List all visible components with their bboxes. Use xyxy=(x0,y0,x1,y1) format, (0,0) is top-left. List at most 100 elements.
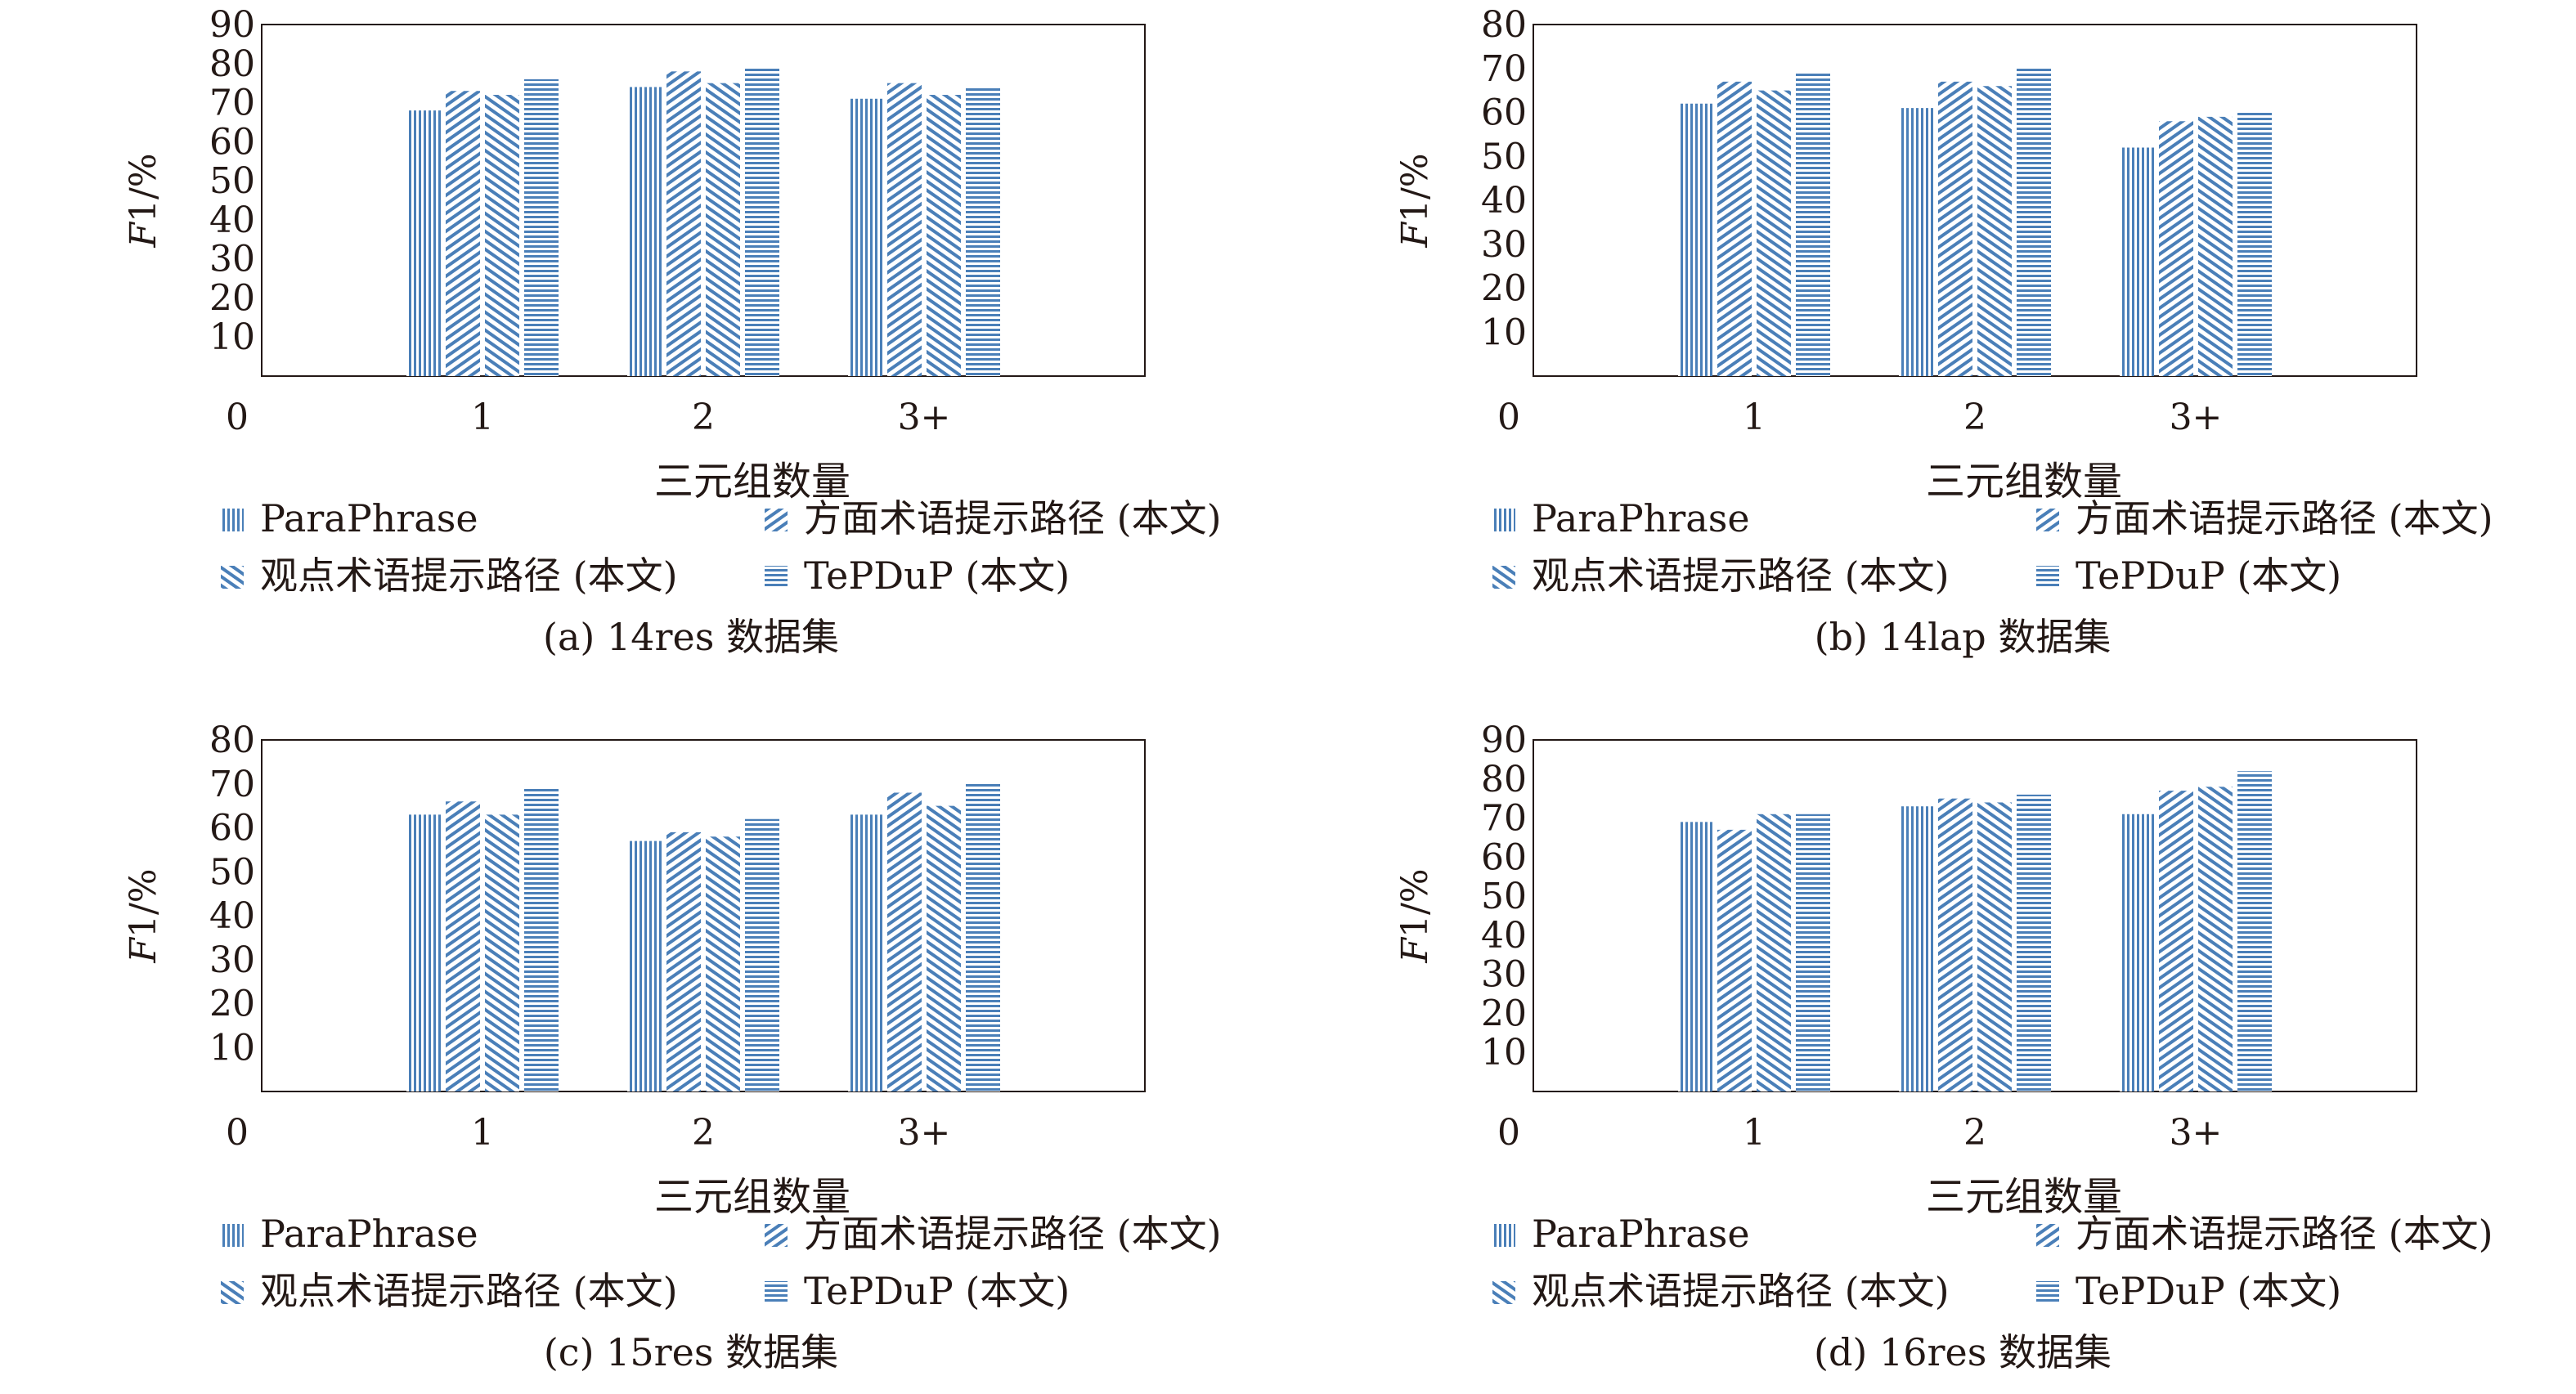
chart-panel-d: 10 20 30 40 50 60 70 80 90 0 1 2 3+ F1/% 三元组数量 ParaPhra… xyxy=(1288,715,2515,1394)
x-tick-label: 3+ xyxy=(2170,1112,2223,1154)
x-tick-label: 1 xyxy=(1743,397,1766,438)
bar-diagonal-down-lines xyxy=(1938,81,1972,376)
bar-horizontal-lines xyxy=(2237,112,2272,376)
x-tick-label: 3+ xyxy=(898,397,951,438)
bar-diagonal-down-lines xyxy=(1717,829,1752,1091)
bar-vertical-lines xyxy=(1678,822,1712,1091)
y-tick-label: 50 xyxy=(209,160,255,202)
y-tick-label: 30 xyxy=(1481,224,1527,266)
legend-label: TePDuP (本文) xyxy=(2076,554,2341,598)
y-tick-label: 80 xyxy=(1481,4,1527,46)
y-tick-label: 20 xyxy=(1481,993,1527,1034)
bar-diagonal-up-lines xyxy=(2198,787,2233,1091)
bar-diagonal-down-lines xyxy=(887,83,922,377)
y-tick-label: 20 xyxy=(1481,268,1527,310)
legend-swatch-horizontal-lines xyxy=(765,1281,788,1304)
legend-label: ParaPhrase xyxy=(1532,496,1750,540)
y-tick-label: 40 xyxy=(209,895,255,937)
y-tick-label: 60 xyxy=(209,121,255,163)
y-tick-label: 40 xyxy=(1481,180,1527,222)
bar-horizontal-lines xyxy=(745,818,779,1091)
x-tick-label: 0 xyxy=(226,397,249,438)
chart-panel-a: 10 20 30 40 50 60 70 80 90 0 1 2 3+ F1/% 三元组数量 ParaPhra… xyxy=(16,0,1243,679)
legend-swatch-horizontal-lines xyxy=(2036,566,2059,589)
y-tick-label: 40 xyxy=(1481,915,1527,957)
y-tick-label: 60 xyxy=(1481,836,1527,878)
x-tick-label: 2 xyxy=(1963,397,1986,438)
x-tick-label: 0 xyxy=(1497,1112,1520,1154)
y-tick-label: 70 xyxy=(1481,48,1527,90)
legend-swatch-diagonal-down-lines xyxy=(2036,509,2059,531)
y-tick-label: 70 xyxy=(209,83,255,124)
bar-diagonal-up-lines xyxy=(1977,86,2012,376)
legend-swatch-diagonal-down-lines xyxy=(765,1224,788,1247)
bar-horizontal-lines xyxy=(524,788,559,1091)
y-tick-label: 50 xyxy=(1481,136,1527,177)
legend-label: 方面术语提示路径 (本文) xyxy=(2076,1212,2493,1256)
bar-diagonal-down-lines xyxy=(2159,121,2193,376)
bar-diagonal-up-lines xyxy=(1757,90,1791,376)
chart-panel-c: 10 20 30 40 50 60 70 80 0 1 2 3+ F1/% 三元组数量 ParaPhrase… xyxy=(16,715,1243,1394)
bar-diagonal-down-lines xyxy=(1717,81,1752,376)
bar-vertical-lines xyxy=(406,110,441,376)
x-tick-label: 1 xyxy=(1743,1112,1766,1154)
bar-diagonal-up-lines xyxy=(706,83,740,377)
legend-swatch-vertical-lines xyxy=(221,509,244,531)
chart-panel-b: 10 20 30 40 50 60 70 80 0 1 2 3+ F1/% 三元组数量 ParaPhrase… xyxy=(1288,0,2515,679)
legend-swatch-diagonal-up-lines xyxy=(1492,566,1515,589)
x-tick-label: 3+ xyxy=(898,1112,951,1154)
bar-vertical-lines xyxy=(1899,108,1933,376)
bar-diagonal-up-lines xyxy=(1977,802,2012,1091)
figure-caption: (b) 14lap 数据集 xyxy=(1815,615,2112,659)
bar-diagonal-up-lines xyxy=(485,814,519,1091)
legend-swatch-diagonal-down-lines xyxy=(765,509,788,531)
x-tick-label: 3+ xyxy=(2170,397,2223,438)
bar-horizontal-lines xyxy=(524,78,559,376)
bar-diagonal-down-lines xyxy=(666,71,701,376)
bar-diagonal-down-lines xyxy=(1938,798,1972,1091)
bar-diagonal-down-lines xyxy=(446,91,480,376)
x-tick-label: 2 xyxy=(692,1112,715,1154)
y-tick-label: 20 xyxy=(209,984,255,1025)
x-tick-label: 0 xyxy=(226,1112,249,1154)
y-tick-label: 10 xyxy=(209,316,255,358)
bar-diagonal-down-lines xyxy=(446,801,480,1091)
legend-label: 方面术语提示路径 (本文) xyxy=(804,1212,1222,1256)
x-tick-label: 0 xyxy=(1497,397,1520,438)
bar-diagonal-down-lines xyxy=(666,831,701,1091)
x-axis-label: 三元组数量 xyxy=(654,459,850,504)
legend-swatch-vertical-lines xyxy=(1492,509,1515,531)
legend-label: ParaPhrase xyxy=(260,1212,478,1256)
bar-horizontal-lines xyxy=(966,87,1000,376)
bar-vertical-lines xyxy=(2120,814,2154,1091)
x-axis-label: 三元组数量 xyxy=(1926,1174,2122,1220)
legend-label: ParaPhrase xyxy=(260,496,478,540)
legend-swatch-diagonal-up-lines xyxy=(1492,1281,1515,1304)
bar-diagonal-up-lines xyxy=(2198,116,2233,376)
y-tick-label: 90 xyxy=(1481,719,1527,761)
y-tick-label: 10 xyxy=(1481,1032,1527,1074)
bar-diagonal-up-lines xyxy=(706,836,740,1091)
figure-caption: (c) 15res 数据集 xyxy=(544,1330,838,1374)
y-axis-label: F1/% xyxy=(123,868,164,963)
bar-diagonal-down-lines xyxy=(2159,791,2193,1091)
bar-horizontal-lines xyxy=(745,67,779,377)
y-tick-label: 50 xyxy=(209,851,255,893)
y-axis-label: F1/% xyxy=(1394,868,1436,963)
figure-caption: (d) 16res 数据集 xyxy=(1814,1330,2112,1374)
bar-diagonal-up-lines xyxy=(927,95,961,376)
y-tick-label: 80 xyxy=(1481,759,1527,800)
bar-vertical-lines xyxy=(1678,103,1712,376)
x-tick-label: 1 xyxy=(471,397,494,438)
y-tick-label: 10 xyxy=(1481,312,1527,353)
legend-swatch-horizontal-lines xyxy=(2036,1281,2059,1304)
legend-label: 方面术语提示路径 (本文) xyxy=(2076,496,2493,540)
plot-area xyxy=(1533,739,2417,1092)
legend-label: 方面术语提示路径 (本文) xyxy=(804,496,1222,540)
bar-diagonal-up-lines xyxy=(485,95,519,376)
y-tick-label: 60 xyxy=(1481,92,1527,134)
bar-horizontal-lines xyxy=(1796,73,1830,376)
bar-diagonal-up-lines xyxy=(927,805,961,1091)
